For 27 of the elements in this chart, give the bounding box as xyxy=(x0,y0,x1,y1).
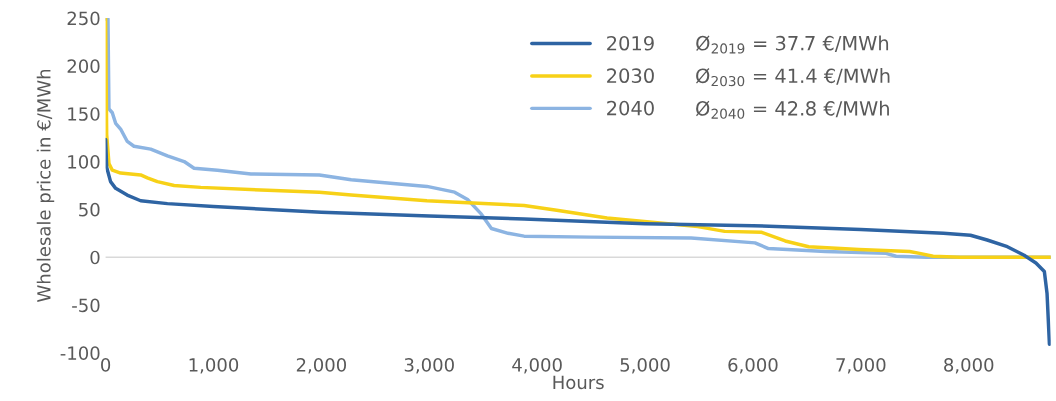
x-tick-label: 3,000 xyxy=(404,358,454,374)
y-tick-label: -100 xyxy=(60,346,100,360)
legend-label: 2030 xyxy=(607,68,654,84)
x-tick-label: 8,000 xyxy=(944,358,994,374)
x-tick-label: 6,000 xyxy=(728,358,778,374)
x-tick-label: 7,000 xyxy=(836,358,886,374)
x-tick-label: 1,000 xyxy=(189,358,239,374)
x-tick-label: 5,000 xyxy=(620,358,670,374)
annotation: Ø$_{2040}$ = 42.8 €/MWh xyxy=(696,100,889,119)
y-axis-title: Wholesale price in €/MWh xyxy=(36,69,55,302)
x-axis-title: Hours xyxy=(553,375,604,390)
annotation: Ø$_{2019}$ = 37.7 €/MWh xyxy=(696,35,889,54)
x-tick-label: 4,000 xyxy=(512,358,562,374)
x-tick-label: 2,000 xyxy=(296,358,347,374)
legend-label: 2040 xyxy=(607,100,654,116)
line-series xyxy=(105,18,1051,259)
annotation: Ø$_{2030}$ = 41.4 €/MWh xyxy=(696,68,890,87)
y-tick-label: 150 xyxy=(68,107,100,121)
y-tick-label: 0 xyxy=(90,250,100,265)
legend-label: 2019 xyxy=(607,35,654,51)
y-tick-label: 250 xyxy=(67,11,100,26)
y-tick-label: 50 xyxy=(79,202,100,217)
y-tick-label: 200 xyxy=(67,59,100,73)
line-series xyxy=(105,137,1051,347)
x-tick-label: 0 xyxy=(101,358,111,372)
y-tick-label: 100 xyxy=(68,155,100,169)
y-tick-label: -50 xyxy=(72,298,100,313)
